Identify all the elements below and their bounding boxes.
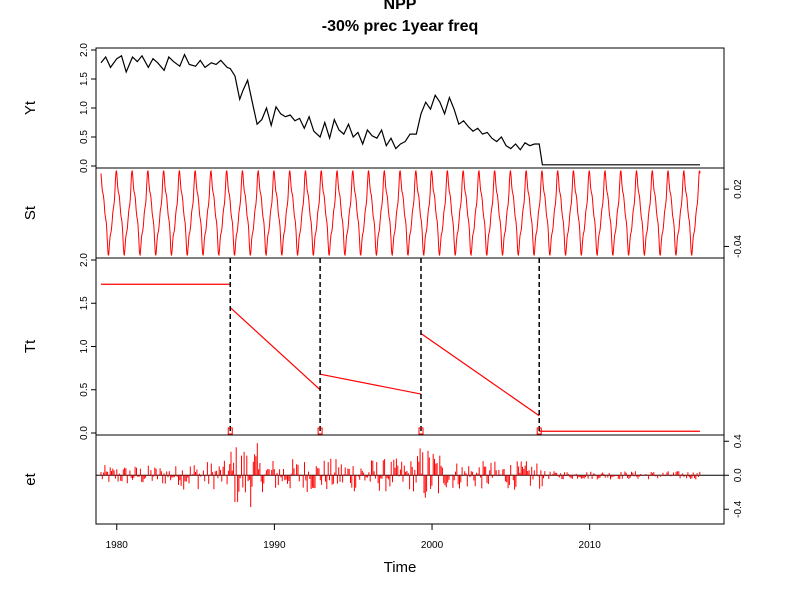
y-tick-label: 0.02	[733, 179, 744, 199]
y-tick-label: 0.0	[79, 159, 90, 173]
panel-et: et -0.4 0.0 0.4	[22, 434, 744, 525]
chart-title: NPP	[384, 0, 417, 13]
y-tick-label: 0.4	[733, 434, 744, 448]
y-tick-label: 0.0	[733, 468, 744, 482]
breakpoint-lines	[227, 258, 542, 435]
x-axis: 1980 1990 2000 2010	[106, 524, 602, 551]
panel-label: Yt	[22, 100, 39, 115]
y-tick-label: 0.5	[79, 382, 90, 396]
y-tick-label: 1.0	[79, 101, 90, 115]
breakpoint-marker	[418, 427, 424, 435]
y-tick-label: 2.0	[79, 253, 90, 267]
panel-label: Tt	[22, 339, 39, 353]
breakpoint-marker	[536, 427, 542, 435]
panel-st: St -0.04 0.02	[22, 167, 744, 259]
panel-label: St	[22, 205, 39, 220]
panel-tt: Tt 0.0 0.5 1.0 1.5 2.0	[22, 253, 725, 440]
panel-frame	[95, 434, 725, 525]
y-tick-label: 1.5	[79, 72, 90, 86]
breakpoint-marker	[317, 427, 323, 435]
x-axis-label: Time	[384, 559, 417, 576]
y-tick-label: 1.0	[79, 339, 90, 353]
panel-label: et	[22, 472, 39, 485]
panel-yt: Yt 0.0 0.5 1.0 1.5 2.0	[22, 43, 725, 173]
chart-subtitle: -30% prec 1year freq	[322, 18, 479, 35]
y-tick-label: 2.0	[79, 43, 90, 57]
x-tick-label: 1990	[263, 540, 286, 551]
y-tick-label: 0.0	[79, 426, 90, 440]
series-line-st	[100, 169, 701, 257]
y-tick-label: 0.5	[79, 130, 90, 144]
x-tick-label: 2010	[579, 540, 602, 551]
trend-segment	[319, 373, 422, 395]
panels: Yt 0.0 0.5 1.0 1.5 2.0 St -0.04 0.02 Tt 0.0 0.5 1.0 1…	[22, 43, 744, 525]
x-tick-label: 2000	[421, 540, 444, 551]
panel-frame	[95, 47, 725, 169]
y-tick-label: 1.5	[79, 296, 90, 310]
residual-spikes	[100, 443, 701, 507]
breakpoint-marker	[227, 427, 233, 435]
y-tick-label: -0.4	[733, 500, 744, 518]
x-tick-label: 1980	[106, 540, 129, 551]
trend-segment	[229, 307, 321, 391]
y-tick-label: -0.04	[733, 235, 744, 258]
series-line-yt	[100, 53, 700, 166]
trend-segment	[420, 333, 540, 417]
